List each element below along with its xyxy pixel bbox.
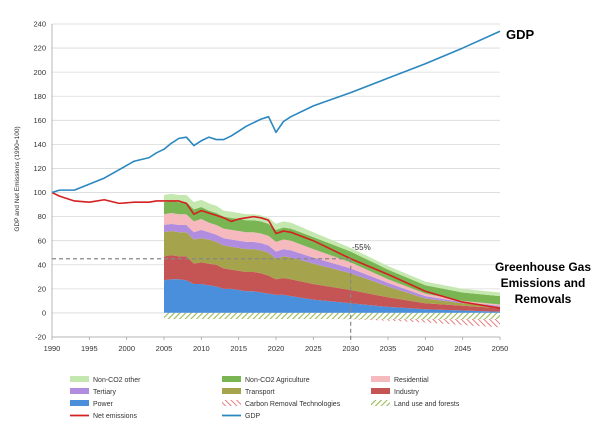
legend-net-emissions-label: Net emissions: [93, 413, 137, 420]
y-tick-label: 40: [38, 260, 46, 269]
line-gdp: [51, 30, 501, 194]
ghg-annotation-line-2: Emissions and: [501, 276, 586, 290]
x-tick-label: 1995: [81, 344, 98, 353]
series-lines: [51, 30, 501, 309]
x-tick-label: 2045: [454, 344, 471, 353]
x-tick-label: 2035: [380, 344, 397, 353]
area-carbon-removal-technologies: [164, 318, 500, 328]
legend-land-use-and-forests-swatch: [371, 400, 390, 406]
x-tick-label: 2030: [342, 344, 359, 353]
stacked-areas: [164, 193, 500, 328]
y-tick-label: 20: [38, 284, 46, 293]
legend-non-co2-agriculture-swatch: [222, 376, 241, 382]
area-residential: [164, 213, 500, 306]
legend-transport-swatch: [222, 388, 241, 394]
line-net-emissions: [51, 191, 501, 309]
y-tick-label: 140: [33, 140, 46, 149]
legend-tertiary-label: Tertiary: [93, 389, 116, 396]
y-tick-labels: -20 0 20 40 60 80 100 120 140 160 180 200 220 240: [33, 20, 46, 342]
reduction-annotation: -55%: [352, 243, 371, 252]
legend-residential-label: Residential: [394, 377, 429, 384]
legend-power-label: Power: [93, 401, 114, 408]
y-tick-label: 180: [33, 92, 46, 101]
y-tick-label: 0: [42, 309, 46, 318]
ghg-annotation-line-1: Greenhouse Gas: [495, 260, 591, 274]
x-tick-label: 1990: [44, 344, 61, 353]
legend-residential-swatch: [371, 376, 390, 382]
legend-industry-swatch: [371, 388, 390, 394]
legend-power-swatch: [70, 400, 89, 406]
x-tick-label: 2050: [492, 344, 509, 353]
x-tick-label: 2025: [305, 344, 322, 353]
y-axis-title: GDP and Net Emissions (1990=100): [14, 126, 21, 231]
gdp-annotation: GDP: [506, 27, 535, 42]
x-tick-label: 2015: [230, 344, 247, 353]
legend-non-co2-other-swatch: [70, 376, 89, 382]
legend: Non-CO2 other Non-CO2 Agriculture Resident…: [70, 376, 460, 420]
area-non-co2-other: [164, 193, 500, 297]
y-tick-label: 80: [38, 212, 46, 221]
reference-lines: [52, 258, 352, 343]
legend-carbon-removal-technologies-label: Carbon Removal Technologies: [245, 401, 341, 408]
x-tick-label: 2040: [417, 344, 434, 353]
legend-industry-label: Industry: [394, 389, 419, 396]
legend-carbon-removal-technologies-swatch: [222, 400, 241, 406]
x-tick-label: 2020: [268, 344, 285, 353]
y-tick-label: 240: [33, 20, 46, 29]
legend-transport-label: Transport: [245, 389, 275, 396]
x-tick-label: 2000: [118, 344, 135, 353]
area-non-co2-agriculture: [164, 200, 500, 305]
ghg-annotation-line-3: Removals: [515, 292, 572, 306]
legend-gdp-label: GDP: [245, 413, 261, 420]
y-tick-label: 200: [33, 68, 46, 77]
x-tick-label: 2005: [156, 344, 173, 353]
y-tick-label: 60: [38, 236, 46, 245]
y-tick-label: 160: [33, 116, 46, 125]
x-tick-labels: 1990 1995 2000 2005 2010 2015 2020 2025 2030 2035…: [44, 344, 509, 353]
area-tertiary: [164, 223, 500, 307]
y-tick-label: 120: [33, 164, 46, 173]
x-tick-label: 2010: [193, 344, 210, 353]
area-industry: [164, 255, 500, 312]
legend-land-use-and-forests-label: Land use and forests: [394, 401, 460, 408]
area-power: [164, 279, 500, 313]
y-tick-label: -20: [35, 333, 46, 342]
legend-non-co2-other-label: Non-CO2 other: [93, 377, 141, 384]
legend-tertiary-swatch: [70, 388, 89, 394]
area-transport: [164, 231, 500, 309]
area-land-use-and-forests: [164, 312, 500, 319]
legend-non-co2-agriculture-label: Non-CO2 Agriculture: [245, 377, 310, 384]
y-tick-label: 100: [33, 188, 46, 197]
y-tick-label: 220: [33, 44, 46, 53]
